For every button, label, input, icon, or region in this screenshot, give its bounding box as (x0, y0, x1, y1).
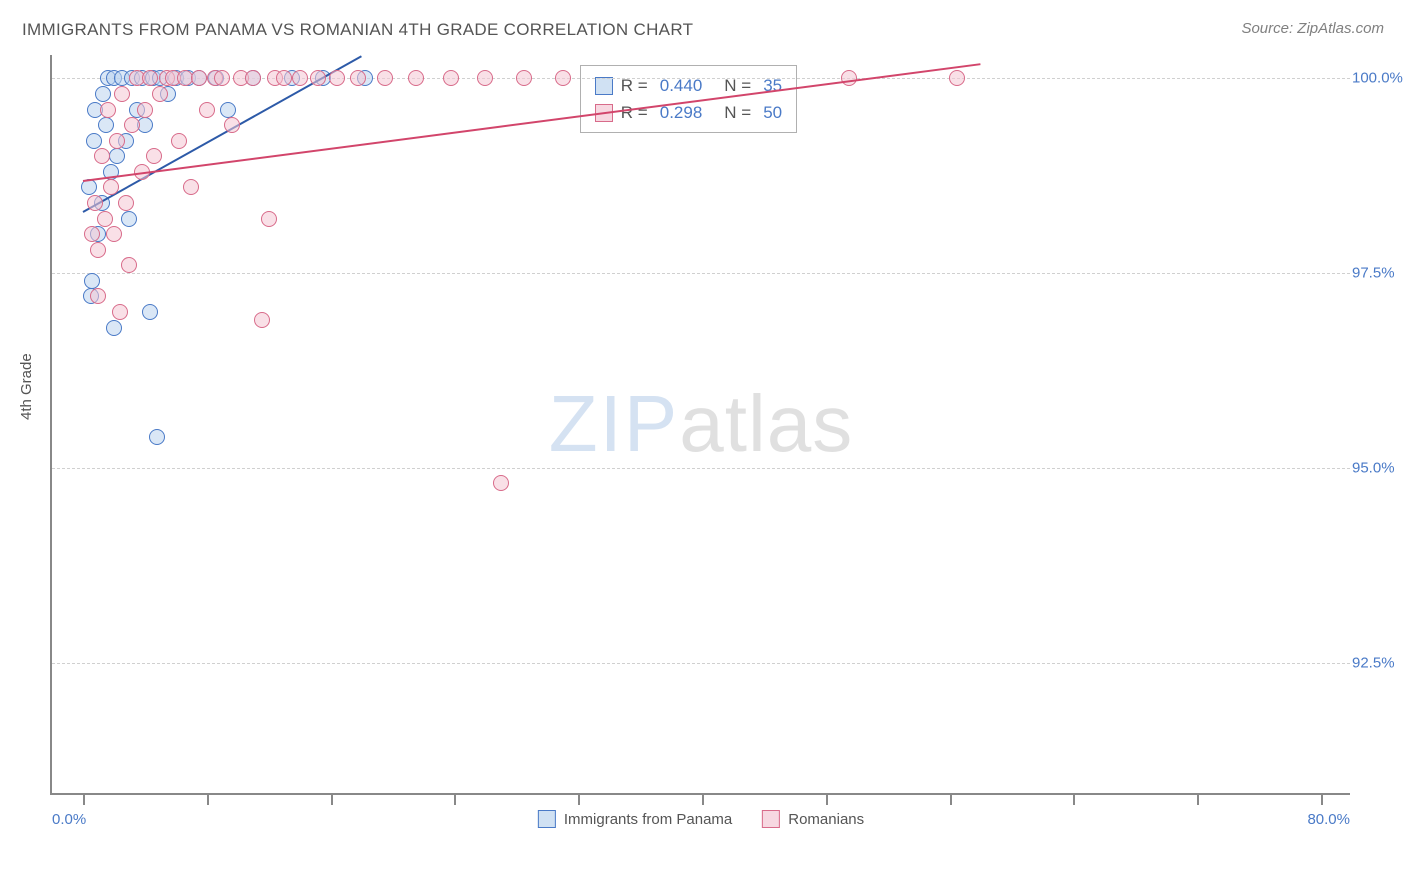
correlation-legend-box: R =0.440N =35R =0.298N =50 (580, 65, 797, 133)
series-legend-item: Immigrants from Panama (538, 810, 732, 828)
data-point (109, 148, 125, 164)
data-point (97, 211, 113, 227)
data-point (83, 288, 99, 304)
data-point (254, 312, 270, 328)
data-point (124, 117, 140, 133)
watermark: ZIPatlas (549, 378, 853, 470)
series-legend-item: Romanians (762, 810, 864, 828)
legend-r-label: R = (621, 99, 648, 126)
series-legend: Immigrants from Panama Romanians (538, 810, 864, 828)
y-axis-title: 4th Grade (18, 353, 35, 420)
data-point (84, 226, 100, 242)
plot-area: ZIPatlas R =0.440N =35R =0.298N =50 92.5… (50, 55, 1350, 795)
x-tick (207, 793, 209, 805)
data-point (152, 86, 168, 102)
x-tick (702, 793, 704, 805)
gridline (52, 468, 1350, 469)
data-point (129, 102, 145, 118)
series-name: Immigrants from Panama (564, 811, 732, 828)
legend-n-value: 35 (763, 72, 782, 99)
plot-inner: ZIPatlas R =0.440N =35R =0.298N =50 92.5… (52, 55, 1350, 793)
legend-r-value: 0.440 (660, 72, 703, 99)
data-point (261, 211, 277, 227)
data-point (121, 211, 137, 227)
x-axis-min-label: 0.0% (52, 811, 86, 828)
data-point (95, 86, 111, 102)
data-point (493, 475, 509, 491)
legend-n-value: 50 (763, 99, 782, 126)
legend-row: R =0.298N =50 (595, 99, 782, 126)
watermark-zip: ZIP (549, 379, 679, 468)
data-point (98, 117, 114, 133)
source-attribution: Source: ZipAtlas.com (1241, 20, 1384, 37)
legend-row: R =0.440N =35 (595, 72, 782, 99)
data-point (90, 226, 106, 242)
data-point (121, 257, 137, 273)
data-point (171, 133, 187, 149)
legend-swatch (762, 810, 780, 828)
x-tick (83, 793, 85, 805)
data-point (86, 133, 102, 149)
chart-title: IMMIGRANTS FROM PANAMA VS ROMANIAN 4TH G… (22, 20, 693, 40)
data-point (137, 102, 153, 118)
data-point (106, 320, 122, 336)
data-point (90, 288, 106, 304)
x-axis-max-label: 80.0% (1307, 811, 1350, 828)
data-point (118, 195, 134, 211)
gridline (52, 663, 1350, 664)
y-tick-label: 95.0% (1352, 459, 1402, 476)
data-point (84, 273, 100, 289)
data-point (142, 304, 158, 320)
legend-n-label: N = (724, 99, 751, 126)
data-point (94, 148, 110, 164)
data-point (137, 117, 153, 133)
legend-r-label: R = (621, 72, 648, 99)
x-tick (578, 793, 580, 805)
data-point (220, 102, 236, 118)
y-tick-label: 100.0% (1352, 70, 1402, 87)
data-point (87, 102, 103, 118)
x-tick (454, 793, 456, 805)
x-tick (331, 793, 333, 805)
data-point (100, 102, 116, 118)
data-point (114, 86, 130, 102)
legend-swatch (538, 810, 556, 828)
data-point (160, 86, 176, 102)
data-point (106, 226, 122, 242)
gridline (52, 273, 1350, 274)
data-point (149, 429, 165, 445)
x-tick (1073, 793, 1075, 805)
gridline (52, 78, 1350, 79)
data-point (112, 304, 128, 320)
data-point (183, 179, 199, 195)
data-point (109, 133, 125, 149)
x-tick (950, 793, 952, 805)
series-name: Romanians (788, 811, 864, 828)
y-tick-label: 97.5% (1352, 265, 1402, 282)
x-tick (1197, 793, 1199, 805)
data-point (146, 148, 162, 164)
trend-line (83, 63, 981, 182)
data-point (90, 242, 106, 258)
x-tick (826, 793, 828, 805)
watermark-atlas: atlas (679, 379, 853, 468)
x-tick (1321, 793, 1323, 805)
data-point (118, 133, 134, 149)
data-point (199, 102, 215, 118)
y-tick-label: 92.5% (1352, 654, 1402, 671)
